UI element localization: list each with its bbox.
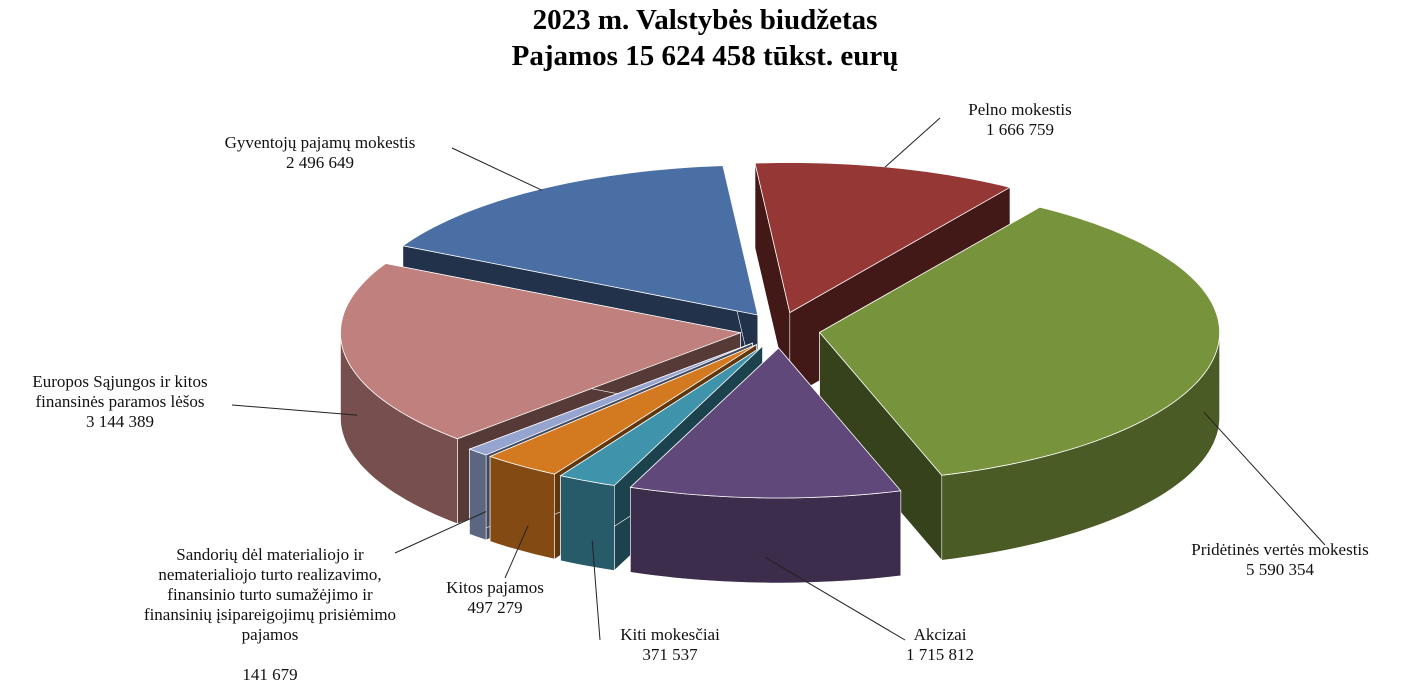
slice [401, 165, 759, 316]
slice-value: 497 279 [467, 598, 523, 617]
leader-line [504, 525, 529, 579]
chart-subtitle: Pajamos 15 624 458 tūkst. eurų [511, 40, 899, 72]
slice-value: 5 590 354 [1246, 560, 1314, 579]
slice-value: 1 715 812 [906, 645, 974, 664]
leader-line [884, 117, 941, 168]
leader-line [231, 404, 358, 416]
slice [340, 263, 742, 440]
slice-label: Pelno mokestis [968, 100, 1072, 119]
leader-line [394, 511, 487, 554]
slice [629, 347, 902, 499]
slice-value: 2 496 649 [286, 153, 354, 172]
slice-wall [560, 475, 615, 571]
slice-value: 1 666 759 [986, 120, 1054, 139]
slice [488, 344, 757, 475]
slice [818, 206, 1221, 476]
leader-line [764, 556, 906, 641]
slice-label: Kiti mokesčiai [620, 625, 720, 644]
slice-value: 141 679 [242, 665, 298, 684]
slice-value: 3 144 389 [86, 412, 154, 431]
leader-line [591, 540, 601, 641]
slice-wall [469, 448, 487, 541]
slice [468, 342, 753, 456]
slice-label: Kitos pajamos [446, 578, 544, 597]
slice-label: Sandorių dėl materialiojo ir nemateriali… [143, 545, 397, 644]
slice [754, 162, 1012, 314]
slice-wall [630, 486, 902, 584]
leader-line [1203, 411, 1326, 546]
chart-title: 2023 m. Valstybės biudžetas [532, 4, 878, 36]
slice-value: 371 537 [642, 645, 698, 664]
slice-label: Akcizai [913, 625, 967, 644]
slice-label: Gyventojų pajamų mokestis [224, 133, 416, 152]
slice [559, 345, 763, 486]
slice-label: Pridėtinės vertės mokestis [1191, 540, 1369, 559]
leader-line [451, 147, 543, 191]
slice-label: Europos Sąjungos ir kitos finansinės par… [32, 372, 208, 411]
